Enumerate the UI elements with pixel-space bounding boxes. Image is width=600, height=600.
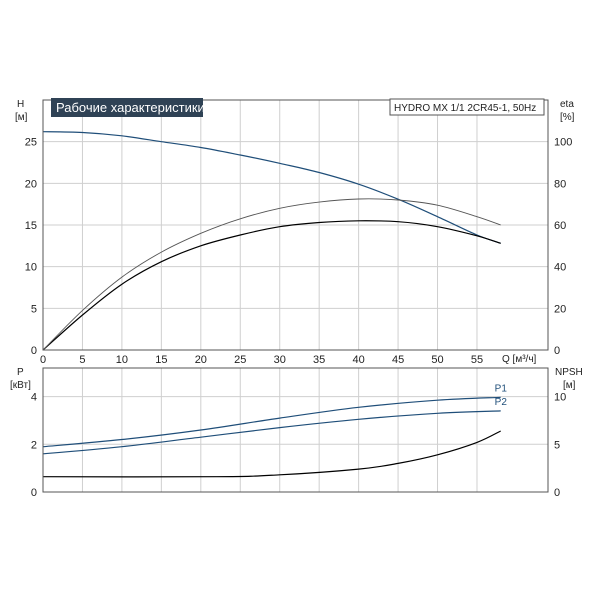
top-left-axis-unit: [м] — [15, 112, 28, 123]
top-right-tick-labels: 0 20 40 60 80 100 — [554, 137, 572, 357]
x-tick-label: 20 — [195, 354, 207, 366]
x-tick-label: 25 — [234, 354, 246, 366]
bottom-left-axis-unit: [кВт] — [10, 380, 31, 391]
model-label: HYDRO MX 1/1 2CR45-1, 50Hz — [394, 103, 536, 114]
x-axis-title: Q [м³/ч] — [502, 354, 537, 365]
x-tick-label: 5 — [79, 354, 85, 366]
head-tick-label: 15 — [25, 220, 37, 232]
npsh-tick-label: 10 — [554, 392, 566, 404]
head-tick-label: 0 — [31, 345, 37, 357]
panel-title-background — [51, 98, 203, 117]
power-tick-label: 2 — [31, 439, 37, 451]
head-tick-label: 20 — [25, 178, 37, 190]
x-tick-label: 50 — [431, 354, 443, 366]
x-tick-label: 40 — [353, 354, 365, 366]
top-right-axis-title: eta — [560, 99, 574, 110]
bottom-right-axis-unit: [м] — [563, 380, 576, 391]
top-left-axis-title: H — [17, 99, 24, 110]
eta-tick-label: 0 — [554, 345, 560, 357]
x-tick-label: 55 — [471, 354, 483, 366]
model-box — [389, 98, 545, 116]
eta-tick-label: 20 — [554, 303, 566, 315]
x-tick-label: 0 — [40, 354, 46, 366]
power-p2-line — [42, 410, 501, 455]
head-curve — [42, 131, 501, 244]
power-tick-label: 4 — [31, 392, 37, 404]
top-right-axis-unit: [%] — [560, 112, 575, 123]
npsh-curve — [42, 430, 501, 478]
series-label-p2: P2 — [495, 397, 508, 408]
npsh-tick-label: 5 — [554, 439, 560, 451]
x-tick-label: 35 — [313, 354, 325, 366]
top-plot-frame — [42, 99, 549, 351]
eta-tick-label: 60 — [554, 220, 566, 232]
bottom-left-axis-title: P — [17, 367, 24, 378]
efficiency-curve — [42, 198, 501, 351]
x-tick-label: 45 — [392, 354, 404, 366]
x-tick-label: 10 — [116, 354, 128, 366]
head-tick-label: 10 — [25, 262, 37, 274]
eta-tick-label: 40 — [554, 262, 566, 274]
head-efficiency-panel: 0 5 10 15 20 25 30 35 40 45 50 55 0 5 10 15 20 25 0 20 40 6… — [15, 98, 575, 366]
eta-tick-label: 80 — [554, 178, 566, 190]
head-tick-label: 5 — [31, 303, 37, 315]
eta-tick-label: 100 — [554, 137, 572, 149]
top-x-tick-labels: 0 5 10 15 20 25 30 35 40 45 50 55 — [40, 354, 483, 366]
head-tick-label: 25 — [25, 137, 37, 149]
top-left-tick-labels: 0 5 10 15 20 25 — [25, 137, 37, 357]
x-tick-label: 15 — [155, 354, 167, 366]
panel-title: Рабочие характеристики — [56, 100, 205, 115]
bottom-left-tick-labels: 0 2 4 — [31, 392, 37, 499]
bottom-right-axis-title: NPSH — [555, 367, 583, 378]
x-tick-label: 30 — [274, 354, 286, 366]
head-curve-secondary — [42, 220, 501, 351]
power-tick-label: 0 — [31, 487, 37, 499]
top-series-group — [42, 131, 501, 351]
npsh-tick-label: 0 — [554, 487, 560, 499]
bottom-plot-frame — [42, 367, 549, 493]
power-p1-line — [42, 396, 501, 448]
bottom-right-tick-labels: 0 5 10 — [554, 392, 566, 499]
series-label-p1: P1 — [495, 383, 508, 394]
